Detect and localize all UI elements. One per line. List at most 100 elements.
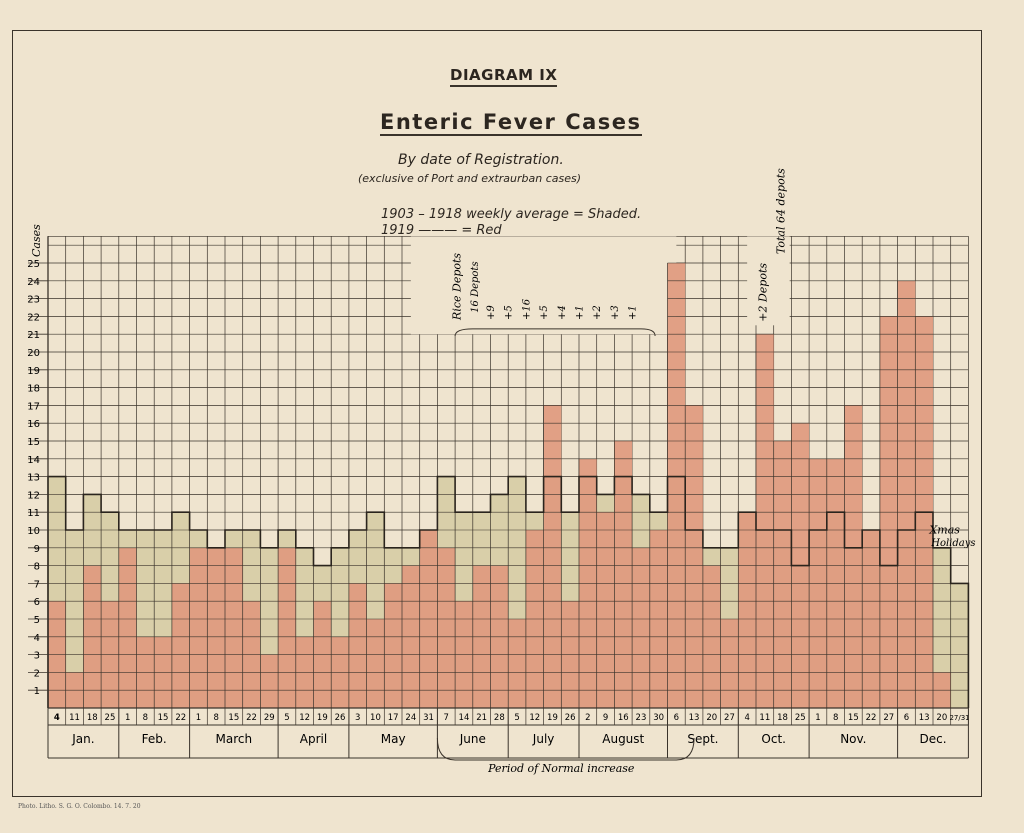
red-bar-1919 bbox=[118, 547, 137, 708]
red-bar-1919 bbox=[543, 405, 562, 708]
month-label: Jan. bbox=[71, 732, 94, 746]
period-brace bbox=[436, 737, 695, 761]
x-tick-label: 27 bbox=[883, 713, 894, 723]
chart-frame bbox=[12, 30, 982, 797]
x-tick-label: 16 bbox=[618, 713, 629, 723]
y-tick-label: 25 bbox=[27, 259, 40, 270]
y-tick-label: 15 bbox=[27, 437, 40, 448]
x-tick-label: 1 bbox=[196, 713, 201, 723]
annotation-depot-increment: +5 bbox=[539, 305, 550, 320]
x-tick-label: 26 bbox=[565, 713, 576, 723]
x-tick-label: 8 bbox=[143, 713, 148, 723]
annotations: Rice Depots 16 Depots +9 +5 +16 +5 +4 +1 +2 +3 +1 +… bbox=[436, 168, 976, 775]
red-bar-1919 bbox=[685, 405, 703, 708]
caption-exclusion: (exclusive of Port and extraurban cases) bbox=[358, 172, 582, 185]
annotation-panel bbox=[410, 236, 677, 335]
y-tick-label: 21 bbox=[27, 330, 40, 341]
y-tick-label: 14 bbox=[27, 455, 40, 466]
y-tick-label: 20 bbox=[27, 348, 40, 359]
y-tick-label: 5 bbox=[34, 615, 40, 626]
x-tick-label: 25 bbox=[105, 713, 116, 723]
x-tick-label: 12 bbox=[299, 713, 310, 723]
annotation-depot-increment: +3 bbox=[610, 305, 621, 320]
depot-brace bbox=[454, 328, 656, 337]
x-ticks: 4 11 18 25 1 8 15 22 1 8 15 22 29 5 12 19 26 3 10 17 24 31 7 14… bbox=[47, 708, 970, 759]
red-bar-1919 bbox=[366, 619, 385, 708]
diagram-label: DIAGRAM IX bbox=[450, 66, 558, 87]
month-label: March bbox=[216, 732, 253, 746]
x-tick-label: 5 bbox=[514, 713, 519, 723]
x-tick-label: 25 bbox=[795, 713, 806, 723]
red-bar-1919 bbox=[437, 547, 456, 708]
x-tick-label: 30 bbox=[653, 713, 664, 723]
red-bar-1919 bbox=[614, 441, 633, 708]
x-tick-label: 15 bbox=[158, 713, 169, 723]
y-tick-label: 18 bbox=[27, 384, 40, 395]
annotation-16-depots: 16 Depots bbox=[470, 261, 481, 312]
y-tick-label: 22 bbox=[27, 312, 40, 323]
caption-registration: By date of Registration. bbox=[398, 152, 564, 168]
x-tick-label: 19 bbox=[317, 713, 328, 723]
x-tick-label: 3 bbox=[355, 713, 360, 723]
y-tick-label: 11 bbox=[27, 508, 40, 519]
month-label: Sept. bbox=[687, 732, 718, 746]
y-tick-label: 12 bbox=[27, 490, 40, 501]
x-tick-label: 20 bbox=[936, 713, 947, 723]
x-tick-label: 9 bbox=[603, 713, 608, 723]
shaded-bar-average bbox=[950, 583, 969, 708]
month-label: Feb. bbox=[142, 732, 167, 746]
annotation-rice-depots: Rice Depots bbox=[450, 253, 463, 321]
x-tick-label: 13 bbox=[689, 713, 700, 723]
red-bar-1919 bbox=[225, 547, 243, 708]
x-tick-label: 21 bbox=[476, 713, 487, 723]
annotation-depot-increment: +16 bbox=[521, 298, 532, 320]
x-tick-label: 22 bbox=[866, 713, 877, 723]
x-tick-label: 12 bbox=[529, 713, 540, 723]
y-ticks: 1234567891011121314151617181920212223242… bbox=[27, 259, 48, 697]
red-bar-1919 bbox=[171, 583, 190, 708]
red-bar-1919 bbox=[384, 583, 402, 708]
x-tick-label: 15 bbox=[228, 713, 239, 723]
x-tick-label: 22 bbox=[175, 713, 186, 723]
x-tick-label: 1 bbox=[815, 713, 820, 723]
red-bar-1919 bbox=[278, 547, 296, 708]
x-tick-label: 10 bbox=[370, 713, 381, 723]
x-tick-label: 6 bbox=[904, 713, 909, 723]
annotation-holidays: Holidays bbox=[930, 538, 975, 549]
annotation-depot-increment: +2 bbox=[592, 305, 603, 320]
month-label: July bbox=[532, 732, 555, 746]
annotation-panel-oct bbox=[747, 236, 790, 326]
annotation-total-depots: Total 64 depots bbox=[774, 168, 787, 254]
month-label: April bbox=[300, 732, 327, 746]
red-bar-1919 bbox=[207, 547, 225, 708]
average-step-line bbox=[47, 475, 970, 708]
red-bar-1919 bbox=[260, 654, 279, 708]
y-tick-label: 19 bbox=[27, 366, 40, 377]
legend-shaded: 1903 – 1918 weekly average = Shaded. bbox=[381, 207, 642, 222]
chart-title: Enteric Fever Cases bbox=[380, 110, 642, 136]
y-tick-label: 17 bbox=[27, 401, 40, 412]
y-tick-label: 3 bbox=[34, 651, 40, 662]
annotation-period-normal-increase: Period of Normal increase bbox=[487, 762, 635, 775]
x-tick-label: 14 bbox=[459, 713, 470, 723]
red-bar-1919 bbox=[756, 334, 774, 708]
red-bar-1919 bbox=[773, 441, 792, 708]
y-tick-label: 9 bbox=[34, 544, 40, 555]
x-tick-label: 24 bbox=[405, 713, 416, 723]
x-tick-label: 28 bbox=[494, 713, 505, 723]
month-label: Oct. bbox=[761, 732, 786, 746]
x-tick-label: 2 bbox=[585, 713, 590, 723]
y-tick-label: 16 bbox=[27, 419, 40, 430]
red-bar-1919 bbox=[720, 619, 739, 708]
month-label: June bbox=[459, 732, 486, 746]
bar-grid-overlay bbox=[47, 262, 969, 708]
y-axis-label: Cases bbox=[30, 224, 43, 257]
y-tick-label: 13 bbox=[27, 473, 40, 484]
x-tick-label: 5 bbox=[284, 713, 289, 723]
x-tick-label: 22 bbox=[246, 713, 257, 723]
y-tick-label: 1 bbox=[34, 686, 40, 697]
x-tick-label: 11 bbox=[759, 713, 770, 723]
annotation-depot-increment: +1 bbox=[628, 305, 639, 320]
annotation-depot-increment: +4 bbox=[557, 305, 568, 320]
